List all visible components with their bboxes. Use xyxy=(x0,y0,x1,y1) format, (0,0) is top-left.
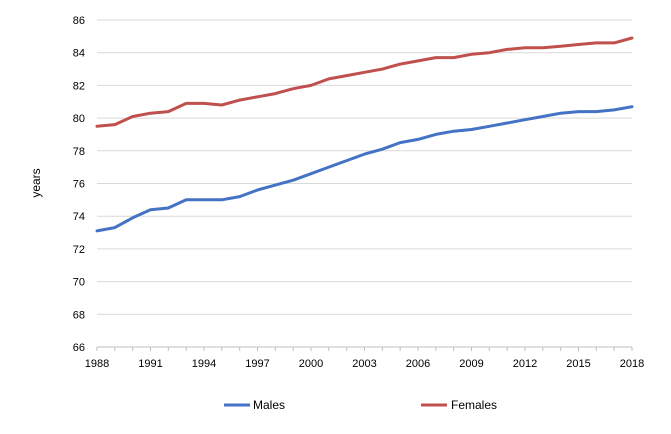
y-tick-label: 72 xyxy=(73,244,85,256)
y-tick-label: 80 xyxy=(73,113,85,125)
series-lines xyxy=(95,36,634,233)
x-tick-label: 1991 xyxy=(138,358,162,370)
y-tick-labels: 66 68 70 72 74 76 78 80 82 84 86 xyxy=(73,15,85,354)
legend-label: Females xyxy=(451,398,497,412)
legend: Males Females xyxy=(224,398,497,412)
legend-item-females: Females xyxy=(421,398,497,412)
x-tick-label: 2003 xyxy=(352,358,376,370)
legend-item-males: Males xyxy=(224,398,285,412)
y-axis-title: years xyxy=(29,168,43,197)
y-tick-label: 78 xyxy=(73,146,85,158)
series-line-males xyxy=(95,105,634,233)
y-tick-label: 86 xyxy=(73,15,85,27)
x-tick-label: 2006 xyxy=(406,358,430,370)
gridlines xyxy=(97,19,632,315)
legend-label: Males xyxy=(253,398,285,412)
series-line-females xyxy=(95,36,634,128)
y-tick-label: 84 xyxy=(73,48,85,60)
x-tick-label: 2012 xyxy=(513,358,537,370)
y-tick-label: 74 xyxy=(73,211,85,223)
x-tick-label: 1994 xyxy=(192,358,216,370)
y-tick-label: 82 xyxy=(73,80,85,92)
x-tick-label: 2015 xyxy=(566,358,590,370)
axes xyxy=(96,346,633,351)
y-tick-label: 66 xyxy=(73,342,85,354)
y-tick-label: 68 xyxy=(73,309,85,321)
x-tick-labels: 1988 1991 1994 1997 2000 2003 2006 2009 2012 2015… xyxy=(85,358,644,370)
y-tick-label: 76 xyxy=(73,179,85,191)
y-tick-label: 70 xyxy=(73,277,85,289)
x-tick-label: 1997 xyxy=(245,358,269,370)
x-tick-label: 2018 xyxy=(620,358,644,370)
x-tick-label: 2009 xyxy=(459,358,483,370)
x-tick-label: 2000 xyxy=(299,358,323,370)
x-tick-label: 1988 xyxy=(85,358,109,370)
